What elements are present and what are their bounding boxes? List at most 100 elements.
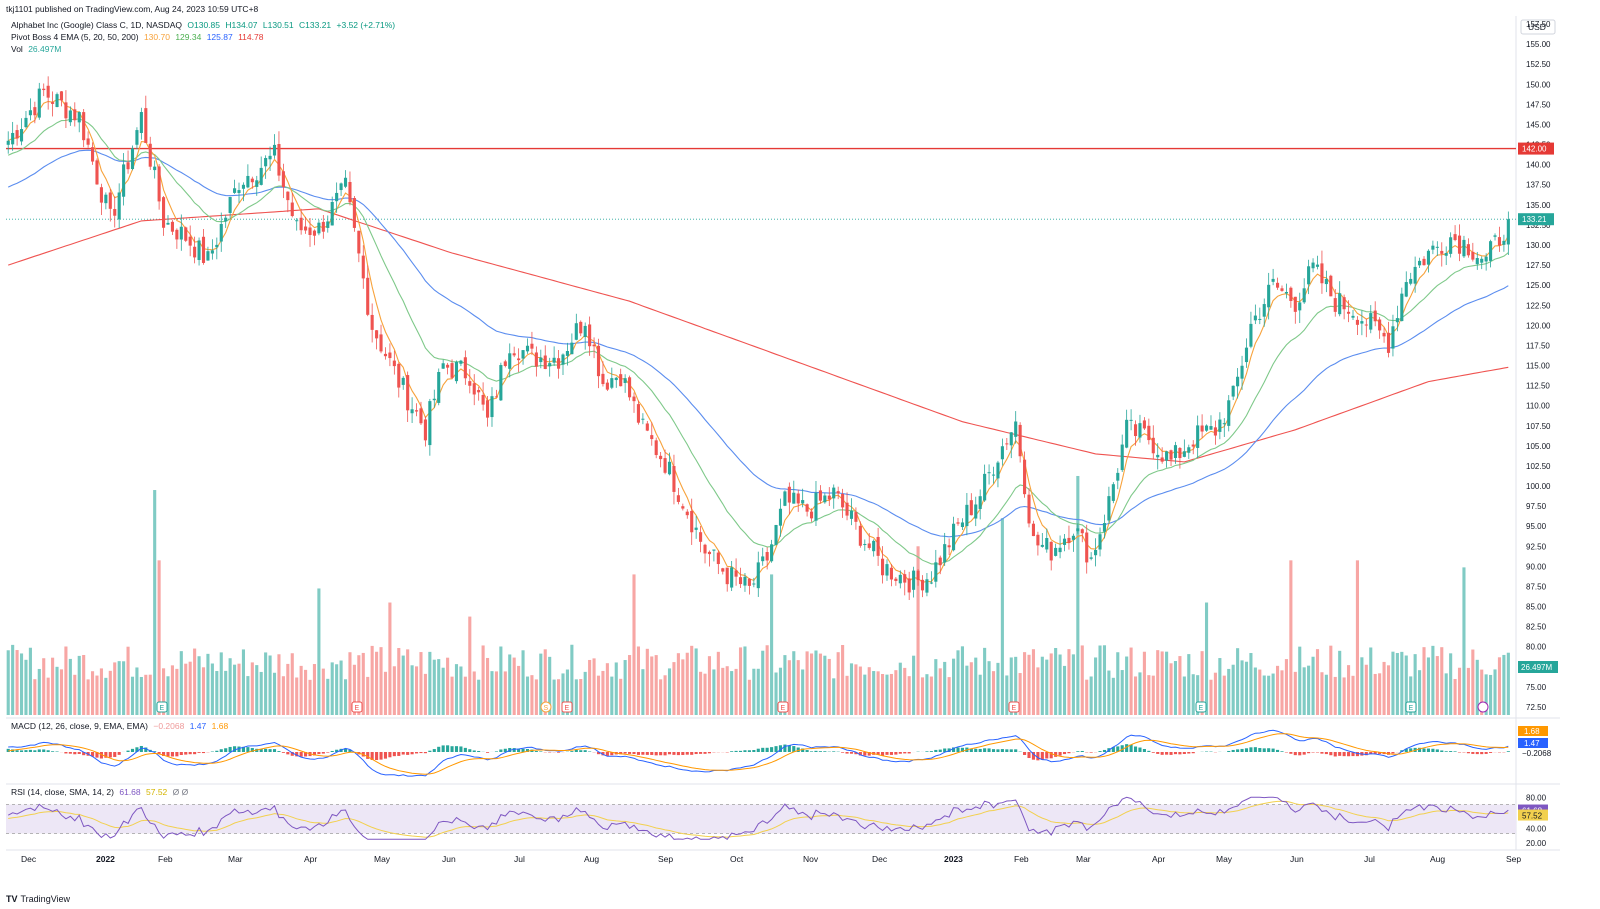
candle-body [1151,437,1155,454]
volume-bar [596,675,601,715]
time-tick: Mar [228,854,243,864]
candle-body [1342,297,1346,310]
candle-body [1213,427,1217,436]
candle-body [814,492,818,521]
volume-bar [956,650,960,715]
earnings-marker-icon[interactable]: E [777,701,789,713]
macd-tag-text: 1.47 [1524,739,1540,748]
volume-bar [996,662,1000,715]
earnings-marker-icon[interactable]: E [351,701,363,713]
rsi-label[interactable]: RSI (14, close, SMA, 14, 2) [11,787,114,797]
volume-bar [406,649,410,715]
candle-body [215,244,219,248]
candle-body [1364,324,1368,326]
volume-bar [1400,651,1404,715]
split-marker-icon[interactable]: S [540,701,552,713]
candle-body [770,544,774,562]
volume-bar [601,670,605,715]
earnings-marker-icon[interactable]: E [1008,701,1020,713]
earnings-marker-icon[interactable]: E [561,701,573,713]
candle-body [721,568,725,572]
macd-hist-bar [1116,746,1120,752]
macd-hist-bar [934,749,938,752]
vol-label[interactable]: Vol [11,44,23,54]
candle-body [805,504,809,512]
macd-hist-bar [783,744,787,752]
candle-body [628,377,632,398]
macd-hist-bar [215,750,219,752]
volume-bar [974,657,978,715]
volume-bar [1023,652,1027,715]
price-tick: 137.50 [1526,181,1551,190]
ema-label[interactable]: Pivot Boss 4 EMA (5, 20, 50, 200) [11,32,139,42]
macd-hist-bar [6,748,10,752]
macd-label[interactable]: MACD (12, 26, close, 9, EMA, EMA) [11,721,148,731]
macd-hist-bar [903,752,907,754]
candle-body [1449,237,1453,254]
volume-bar [588,659,592,715]
macd-hist-bar [1125,744,1129,752]
price-tick: 117.50 [1526,341,1550,350]
macd-hist-bar [224,748,228,752]
macd-hist-bar [1355,752,1359,757]
volume-bar [477,679,481,715]
candle-body [130,148,135,169]
volume-bar [818,653,822,715]
price-tick: 102.50 [1526,462,1551,471]
candle-body [1280,288,1284,291]
macd-hist-bar [330,750,334,752]
candle-body [179,226,183,240]
candle-body [1302,288,1306,303]
earnings-marker-icon[interactable]: E [1195,701,1207,713]
candle-body [1062,538,1067,545]
candle-body [1098,534,1102,550]
macd-hist-bar [246,747,250,752]
volume-bar [1280,670,1284,715]
macd-hist-bar [1173,752,1178,755]
candle-body [19,129,24,142]
svg-text:E: E [1199,705,1204,712]
earnings-marker-icon[interactable]: E [1405,701,1417,713]
candle-body [1049,541,1053,561]
earnings-marker-icon[interactable]: E [156,701,168,713]
volume-bar [685,652,689,715]
price-tick: 130.00 [1526,241,1551,250]
volume-bar [872,671,876,715]
macd-hist-bar [463,747,467,752]
candle-body [255,180,259,187]
macd-hist-bar [1489,752,1493,753]
volume-bar [1187,654,1191,715]
candle-body [1391,326,1395,349]
macd-hist-bar [37,749,41,752]
candle-body [667,461,672,475]
candle-body [876,536,880,556]
symbol-title[interactable]: Alphabet Inc (Google) Class C, 1D, NASDA… [11,20,183,30]
volume-bar [1360,657,1364,715]
macd-hist-bar [1111,747,1115,752]
macd-hist-bar [832,751,836,752]
candle-body [1040,544,1044,547]
candle-body [1320,263,1324,284]
macd-hist-bar [1347,752,1351,757]
macd-hist-bar [494,751,498,752]
volume-bar [952,658,956,715]
candle-body [472,383,476,395]
volume-bar [335,664,339,715]
dividend-marker-icon[interactable] [1477,701,1489,713]
tradingview-footer[interactable]: TV TradingView [6,894,70,904]
volume-bar [889,673,893,715]
volume-bar [1493,669,1497,715]
volume-bar [1347,665,1351,715]
currency-label[interactable] [1520,19,1556,35]
candle-body [659,455,663,460]
time-tick: Jun [442,854,456,864]
candle-body [299,217,303,231]
candle-body [122,164,126,197]
volume-bar [1315,649,1320,715]
candle-body [1102,523,1107,532]
candle-body [663,458,667,473]
price-tick: 125.00 [1526,281,1551,290]
volume-bar [250,662,254,715]
candle-body [1253,315,1257,321]
